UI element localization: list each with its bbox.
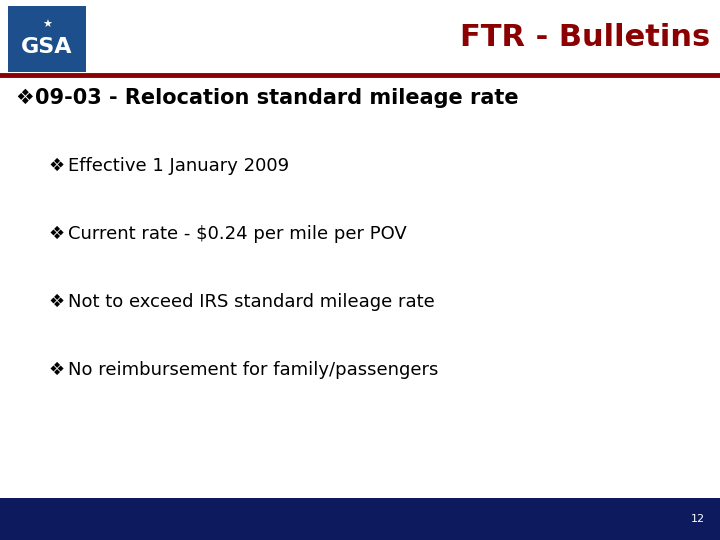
Bar [0, 498, 720, 540]
Text: ❖: ❖ [48, 225, 64, 243]
Text: Current rate - $0.24 per mile per POV: Current rate - $0.24 per mile per POV [68, 225, 407, 243]
Text: ❖: ❖ [48, 361, 64, 379]
Text: ★: ★ [42, 19, 52, 30]
Bar [8, 6, 86, 72]
Text: ❖: ❖ [48, 293, 64, 311]
Text: 12: 12 [691, 514, 705, 524]
Text: Not to exceed IRS standard mileage rate: Not to exceed IRS standard mileage rate [68, 293, 435, 311]
Text: ❖: ❖ [48, 157, 64, 175]
Text: FTR - Bulletins: FTR - Bulletins [460, 23, 710, 52]
Text: Effective 1 January 2009: Effective 1 January 2009 [68, 157, 289, 175]
Text: GSA: GSA [22, 37, 73, 57]
Text: ❖: ❖ [15, 88, 34, 108]
Text: 09-03 - Relocation standard mileage rate: 09-03 - Relocation standard mileage rate [35, 88, 518, 108]
Text: No reimbursement for family/passengers: No reimbursement for family/passengers [68, 361, 438, 379]
